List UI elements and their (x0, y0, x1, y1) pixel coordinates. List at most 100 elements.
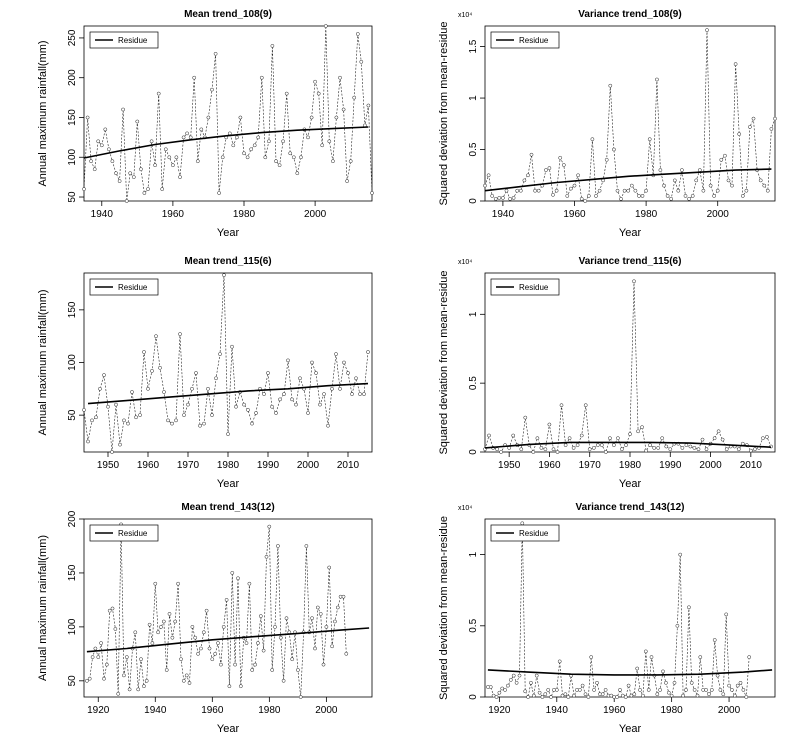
data-point (511, 196, 516, 200)
data-point (730, 183, 734, 188)
data-point (278, 397, 282, 402)
data-point (753, 447, 757, 452)
data-point (744, 188, 749, 193)
data-point (704, 447, 709, 452)
data-point (583, 692, 588, 697)
data-point (680, 168, 684, 172)
data-point (147, 622, 152, 627)
data-point (676, 188, 681, 193)
data-point (173, 619, 178, 624)
x-axis-label: Year (619, 478, 642, 490)
data-point (744, 695, 749, 699)
observed-series (82, 273, 370, 454)
data-point (622, 188, 627, 193)
data-point (604, 157, 609, 162)
data-point (218, 352, 222, 356)
data-point (354, 376, 358, 381)
data-point (274, 411, 278, 415)
data-point (531, 693, 536, 698)
data-point (748, 448, 753, 453)
data-point (632, 279, 636, 284)
data-point (150, 369, 154, 373)
data-point (664, 680, 668, 685)
data-point (529, 680, 533, 685)
data-point (242, 151, 246, 156)
data-point (117, 179, 122, 183)
x-tick-label: 1960 (201, 705, 224, 716)
data-point (689, 680, 694, 685)
data-point (245, 155, 250, 160)
y-axis: 50 100 150 200 (67, 510, 84, 686)
data-point (698, 655, 703, 659)
data-point (619, 197, 623, 201)
y-tick-label: 200 (67, 510, 78, 527)
data-point (85, 678, 89, 683)
data-point (207, 646, 212, 651)
data-point (277, 163, 282, 168)
data-point (508, 678, 513, 682)
data-point (149, 139, 154, 144)
data-point (707, 692, 711, 697)
data-point (712, 436, 717, 441)
data-point (206, 386, 210, 391)
data-point (687, 605, 691, 610)
x-tick-label: 2000 (297, 460, 320, 471)
data-point (533, 188, 537, 193)
data-point (748, 125, 752, 129)
data-point (118, 442, 122, 447)
data-point (142, 684, 146, 689)
data-point (572, 693, 576, 698)
data-point (655, 77, 659, 82)
data-point (609, 693, 614, 698)
data-point (589, 655, 594, 659)
data-point (747, 655, 752, 659)
data-point (549, 695, 553, 699)
panel-p3: Mean trend_115(6) Year Annual maximum rain… (37, 256, 373, 490)
legend: Residue (490, 524, 560, 542)
y-tick-label: 100 (67, 354, 78, 371)
data-point (640, 194, 645, 198)
data-point (190, 386, 194, 391)
data-point (139, 657, 143, 662)
panel-title: Mean trend_143(12) (181, 502, 274, 513)
data-point (624, 443, 628, 447)
data-point (712, 194, 716, 198)
data-point (594, 194, 598, 198)
data-point (161, 619, 166, 624)
data-point (500, 686, 505, 691)
x-tick-label: 1950 (498, 460, 521, 471)
data-point (184, 673, 189, 678)
data-point (94, 415, 98, 420)
y-axis: 0 0.5 1 1.5 (468, 39, 485, 204)
data-point (176, 581, 180, 586)
data-point (723, 153, 727, 158)
data-point (222, 273, 226, 277)
data-point (565, 194, 570, 198)
data-point (615, 188, 620, 193)
data-point (133, 630, 138, 635)
data-point (107, 147, 111, 152)
y-tick-label: 100 (67, 618, 78, 635)
legend-label: Residue (118, 36, 148, 45)
data-point (210, 87, 214, 92)
y-multiplier-label: x10⁴ (458, 259, 472, 266)
data-point (204, 608, 209, 613)
data-point (700, 437, 705, 442)
data-point (178, 332, 182, 336)
data-point (244, 641, 249, 645)
data-point (724, 447, 729, 452)
data-point (89, 159, 93, 164)
data-point (537, 690, 542, 695)
data-point (672, 178, 677, 183)
data-point (179, 657, 183, 662)
panel-p2: Variance trend_108(9) Year Squared deviati… (438, 9, 777, 239)
observed-line (487, 523, 750, 698)
data-point (508, 197, 512, 201)
data-point (313, 79, 317, 84)
data-point (660, 436, 665, 441)
data-point (278, 635, 283, 640)
data-point (554, 188, 559, 193)
panel-p5: Mean trend_143(12) Year Annual maximum rai… (37, 502, 373, 735)
y-tick-label: 50 (67, 409, 78, 421)
